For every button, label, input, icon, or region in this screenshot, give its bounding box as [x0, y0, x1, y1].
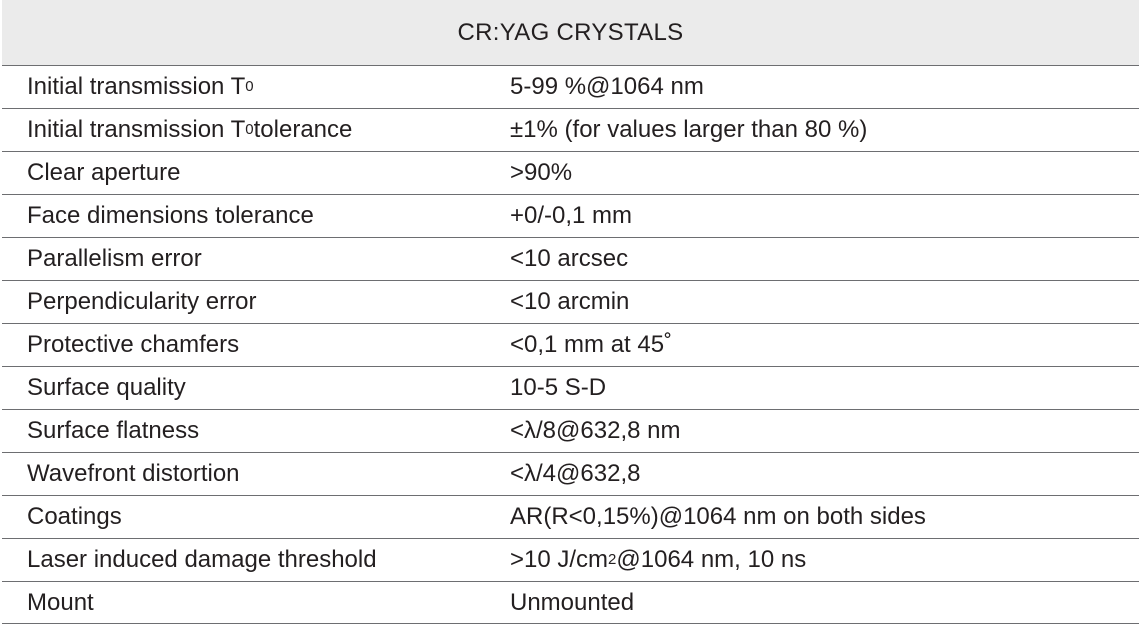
cell-text: Wavefront distortion: [27, 460, 240, 487]
parameter-cell: Face dimensions tolerance: [27, 195, 314, 237]
table-row: Surface quality 10-5 S-D: [2, 366, 1139, 409]
cell-text: +0/-0,1 mm: [510, 202, 633, 229]
parameter-cell: Laser induced damage threshold: [27, 539, 377, 581]
value-cell: 10-5 S-D: [510, 367, 606, 409]
cell-text: >10 J/cm: [510, 546, 609, 573]
cell-text: <10 arcsec: [510, 245, 629, 272]
cell-text: Surface flatness: [27, 417, 200, 444]
table-row: Initial transmission T 0 5-99 %@1064 nm: [2, 65, 1139, 108]
cell-text: ±1% (for values larger than 80 %): [510, 116, 868, 143]
table-row: Mount Unmounted: [2, 581, 1139, 624]
parameter-cell: Surface quality: [27, 367, 186, 409]
cell-text: Surface quality: [27, 374, 186, 401]
parameter-cell: Parallelism error: [27, 238, 202, 280]
cell-text: Parallelism error: [27, 245, 202, 272]
cell-text: @1064 nm, 10 ns: [616, 546, 807, 573]
table-row: Surface flatness <λ/8@632,8 nm: [2, 409, 1139, 452]
parameter-cell: Perpendicularity error: [27, 281, 256, 323]
table-row: Perpendicularity error <10 arcmin: [2, 280, 1139, 323]
cell-text: tolerance: [253, 116, 353, 143]
parameter-cell: Coatings: [27, 496, 122, 538]
parameter-cell: Surface flatness: [27, 410, 199, 452]
cell-text: Laser induced damage threshold: [27, 546, 377, 573]
parameter-cell: Clear aperture: [27, 152, 180, 194]
cell-text: >90%: [510, 159, 573, 186]
cell-text: <λ/4@632,8: [510, 460, 641, 487]
value-cell: +0/-0,1 mm: [510, 195, 632, 237]
table-row: Clear aperture >90%: [2, 151, 1139, 194]
value-cell: >90%: [510, 152, 572, 194]
cell-text: Mount: [27, 589, 94, 616]
cell-text: Unmounted: [510, 589, 635, 616]
table-body: Initial transmission T 0 5-99 %@1064 nm Ini…: [2, 65, 1139, 624]
cell-text: <0,1 mm at 45˚: [510, 331, 673, 358]
cell-text: Initial transmission T: [27, 73, 246, 100]
cell-text: <10 arcmin: [510, 288, 630, 315]
cell-text: 5-99 %@1064 nm: [510, 73, 704, 100]
cell-text: Coatings: [27, 503, 122, 530]
value-cell: <λ/4@632,8: [510, 453, 640, 495]
cell-text: <λ/8@632,8 nm: [510, 417, 681, 444]
table-row: Coatings AR(R<0,15%)@1064 nm on both side…: [2, 495, 1139, 538]
parameter-cell: Wavefront distortion: [27, 453, 240, 495]
value-cell: Unmounted: [510, 582, 634, 624]
value-cell: ±1% (for values larger than 80 %): [510, 109, 867, 151]
cell-text: AR(R<0,15%)@1064 nm on both sides: [510, 503, 926, 530]
cell-text: Initial transmission T: [27, 116, 246, 143]
cell-text: Clear aperture: [27, 159, 181, 186]
table-row: Laser induced damage threshold >10 J/cm 2 @…: [2, 538, 1139, 581]
value-cell: <10 arcsec: [510, 238, 628, 280]
value-cell: <10 arcmin: [510, 281, 629, 323]
cell-text: 10-5 S-D: [510, 374, 607, 401]
parameter-cell: Mount: [27, 582, 94, 624]
table-row: Protective chamfers <0,1 mm at 45˚: [2, 323, 1139, 366]
table-row: Wavefront distortion <λ/4@632,8: [2, 452, 1139, 495]
cell-text: Perpendicularity error: [27, 288, 257, 315]
value-cell: <0,1 mm at 45˚: [510, 324, 672, 366]
value-cell: 5-99 %@1064 nm: [510, 66, 704, 108]
table-row: Face dimensions tolerance +0/-0,1 mm: [2, 194, 1139, 237]
value-cell: >10 J/cm 2 @1064 nm, 10 ns: [510, 546, 807, 573]
table-row: Parallelism error <10 arcsec: [2, 237, 1139, 280]
value-cell: <λ/8@632,8 nm: [510, 410, 680, 452]
parameter-cell: Protective chamfers: [27, 324, 239, 366]
cell-text: Protective chamfers: [27, 331, 240, 358]
cell-text: Face dimensions tolerance: [27, 202, 314, 229]
value-cell: AR(R<0,15%)@1064 nm on both sides: [510, 496, 926, 538]
table-title: CR:YAG CRYSTALS: [2, 0, 1139, 65]
